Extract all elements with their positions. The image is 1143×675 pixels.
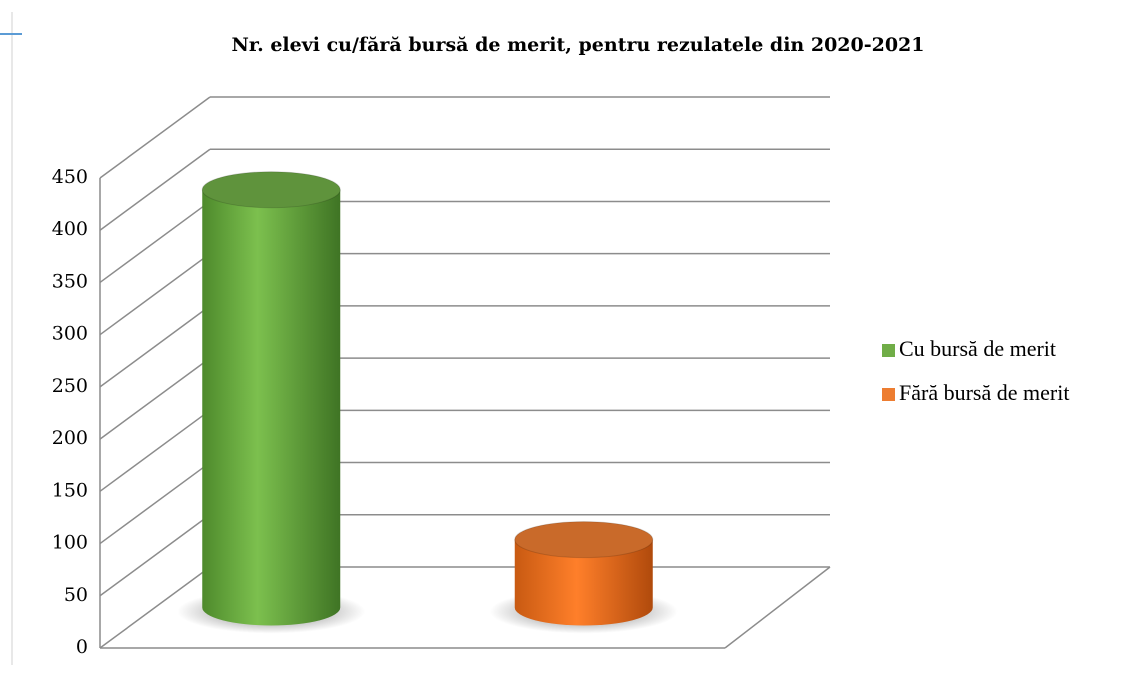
bar bbox=[202, 189, 341, 626]
grid-line bbox=[99, 514, 211, 597]
grid-line bbox=[99, 253, 211, 336]
legend-label: Cu bursă de merit bbox=[899, 336, 1056, 361]
y-tick-label: 100 bbox=[52, 532, 88, 554]
grid-line bbox=[99, 566, 211, 649]
legend-swatch bbox=[882, 388, 895, 401]
grid-line bbox=[99, 305, 211, 388]
grid-line bbox=[99, 409, 211, 492]
grid-line bbox=[99, 200, 211, 284]
chart-title: Nr. elevi cu/fără bursă de merit, pentru… bbox=[231, 34, 924, 56]
y-tick-label: 0 bbox=[76, 636, 88, 658]
y-tick-label: 350 bbox=[52, 270, 88, 292]
legend-label: Fără bursă de merit bbox=[899, 380, 1069, 405]
y-tick-label: 400 bbox=[52, 218, 88, 240]
y-tick-label: 450 bbox=[52, 166, 88, 188]
grid-line bbox=[99, 96, 211, 179]
y-tick-label: 50 bbox=[64, 584, 88, 606]
grid-line bbox=[99, 461, 211, 545]
legend-swatch bbox=[882, 344, 895, 357]
floor-edge bbox=[724, 566, 831, 649]
bar-top bbox=[201, 171, 341, 209]
y-tick-label: 150 bbox=[52, 479, 88, 501]
bar-top bbox=[514, 521, 654, 559]
bar bbox=[514, 539, 653, 626]
y-tick-label: 250 bbox=[52, 375, 88, 397]
y-tick-label: 300 bbox=[52, 323, 88, 345]
grid-line bbox=[99, 357, 211, 440]
grid-line bbox=[99, 148, 211, 231]
y-tick-label: 200 bbox=[52, 427, 88, 449]
